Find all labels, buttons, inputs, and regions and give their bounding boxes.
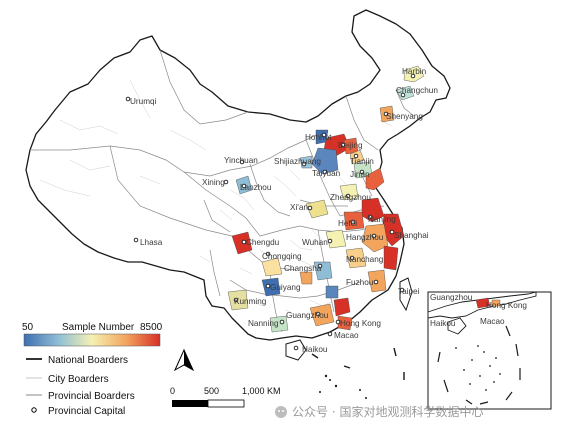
legend-city-label: City Boarders [48, 374, 109, 385]
scale-bar: 0 500 1,000 KM [170, 386, 281, 408]
city-label: Chengdu [246, 238, 280, 247]
watermark: 公众号 · 国家对地观测科学数据中心 [275, 404, 483, 419]
scale-label-1000: 1,000 KM [242, 386, 281, 396]
sample-regions [227, 65, 425, 333]
legend-capital-label: Provincial Capital [48, 406, 125, 417]
city-label: Taiyuan [312, 169, 341, 178]
north-arrow-icon [173, 348, 195, 372]
scale-label-0: 0 [170, 386, 175, 396]
legend-national-label: National Boarders [48, 355, 128, 366]
inset-label: Guangzhou [430, 293, 473, 302]
south-sea-islands [319, 374, 367, 399]
region-guangdong-2 [333, 297, 351, 317]
city-label: Chongqing [262, 252, 302, 261]
region-changchun [395, 85, 415, 101]
city-label: Changchun [396, 86, 438, 95]
city-label: Lhasa [140, 238, 163, 247]
region-east-coast [365, 167, 385, 191]
city-label: Kunming [234, 297, 267, 306]
inset-region [491, 299, 501, 307]
region-central-orange [299, 271, 313, 285]
inset-label: Haikou [430, 319, 456, 328]
colorbar-max-label: 8500 [140, 322, 163, 333]
city-label: Yinchuan [224, 156, 258, 165]
region-zhejiang [383, 245, 399, 271]
capital-markers [125, 73, 416, 351]
city-label: Xi'an [290, 203, 308, 212]
region-xian [305, 199, 329, 219]
city-label: Haikou [302, 345, 328, 354]
city-label: Urumqi [130, 97, 157, 106]
colorbar-min-label: 50 [22, 322, 34, 333]
city-label: Zhengzhou [330, 193, 371, 202]
city-label: Tianjin [350, 157, 374, 166]
city-label: Wuhan [302, 238, 328, 247]
scale-label-500: 500 [204, 386, 219, 396]
taiwan-island [399, 277, 413, 312]
city-label: Hangzhou [346, 233, 384, 242]
region-zhengzhou [339, 183, 359, 201]
watermark-text: 公众号 · 国家对地观测科学数据中心 [292, 404, 483, 419]
inset-hainan [447, 317, 467, 335]
national-border [25, 9, 451, 341]
city-label: Xining [202, 178, 225, 187]
inset-label: Macao [480, 317, 505, 326]
inset-map: Guangzhou Hong Kong Haikou Macao [427, 291, 552, 410]
legend: 50 Sample Number 8500 National Boarders … [22, 322, 163, 417]
city-label: Nanjing [368, 215, 396, 224]
inset-region [475, 297, 491, 309]
city-label: Beijing [338, 141, 363, 150]
inset-label: Hong Kong [486, 301, 527, 310]
colorbar [23, 333, 161, 347]
region-guangzhou [309, 303, 335, 327]
city-label: Jinan [350, 170, 370, 179]
colorbar-title: Sample Number [62, 322, 135, 333]
inset-dashes [437, 325, 521, 405]
city-label: Fuzhou [346, 278, 374, 287]
city-label: Shijiazhuang [274, 157, 321, 166]
city-label: Hong Kong [340, 319, 381, 328]
city-label: Harbin [402, 67, 427, 76]
south-sea-lines [311, 347, 405, 380]
region-chongqing [261, 257, 283, 277]
city-label: Guiyang [270, 283, 301, 292]
legend-capital-symbol [31, 407, 37, 413]
wechat-icon [275, 406, 287, 418]
city-label: Nanning [248, 319, 279, 328]
city-label: Macao [334, 331, 359, 340]
city-label: Hohhot [305, 133, 332, 142]
region-guiyang [261, 277, 281, 297]
region-taiyuan [311, 147, 339, 175]
region-nanchang [345, 247, 367, 269]
region-south-blue [325, 285, 339, 299]
region-nanning [269, 315, 289, 333]
city-labels: Harbin Changchun Shenyang Urumqi Hohhot … [130, 67, 438, 354]
city-label: Hefei [338, 219, 357, 228]
city-label: Nanchang [346, 255, 384, 264]
city-label: Shenyang [386, 112, 423, 121]
city-label: Lanzhou [240, 183, 272, 192]
inset-islands [455, 345, 501, 391]
city-label: Shanghai [394, 231, 429, 240]
city-label: Changsha [284, 264, 322, 273]
city-label: Taipei [398, 287, 420, 296]
city-label: Guangzhou [286, 311, 329, 320]
legend-provincial-label: Provincial Boarders [48, 391, 135, 402]
